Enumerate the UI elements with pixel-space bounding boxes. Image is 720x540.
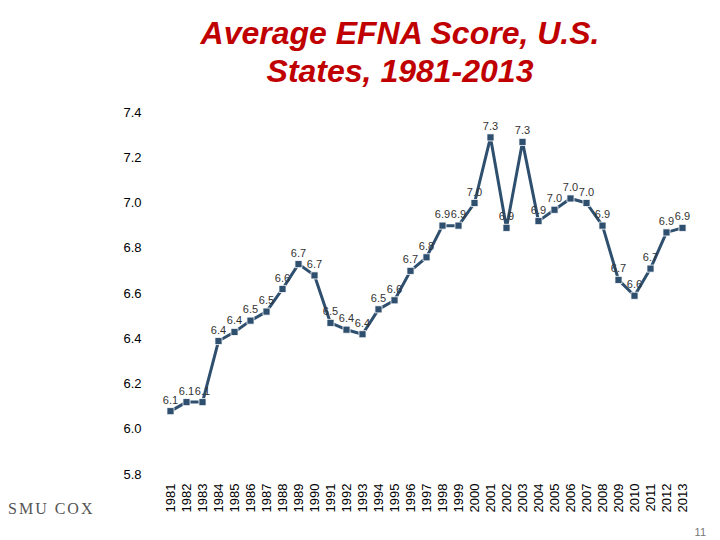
- svg-text:7.4: 7.4: [123, 105, 141, 120]
- svg-text:7.0: 7.0: [547, 192, 562, 204]
- svg-text:6.9: 6.9: [531, 204, 546, 216]
- svg-text:6.1: 6.1: [163, 394, 178, 406]
- svg-text:1996: 1996: [403, 484, 418, 513]
- svg-text:6.1: 6.1: [195, 385, 210, 397]
- svg-text:6.2: 6.2: [123, 376, 141, 391]
- svg-text:6.5: 6.5: [259, 294, 274, 306]
- svg-text:6.7: 6.7: [403, 253, 418, 265]
- svg-text:6.5: 6.5: [243, 303, 258, 315]
- html-text:11: 11: [694, 526, 706, 538]
- svg-text:1989: 1989: [291, 484, 306, 513]
- svg-text:1992: 1992: [339, 484, 354, 513]
- svg-text:2003: 2003: [515, 484, 530, 513]
- svg-text:2008: 2008: [595, 484, 610, 513]
- html-text:SMU COX: SMU COX: [8, 500, 95, 517]
- svg-text:1983: 1983: [195, 484, 210, 513]
- svg-text:6.4: 6.4: [227, 314, 242, 326]
- svg-text:6.4: 6.4: [123, 331, 141, 346]
- svg-text:6.9: 6.9: [435, 208, 450, 220]
- svg-text:7.0: 7.0: [579, 186, 594, 198]
- svg-text:6.8: 6.8: [419, 240, 434, 252]
- svg-text:1981: 1981: [163, 484, 178, 513]
- svg-text:1986: 1986: [243, 484, 258, 513]
- svg-text:6.7: 6.7: [291, 247, 306, 259]
- svg-text:6.7: 6.7: [307, 258, 322, 270]
- svg-text:7.3: 7.3: [515, 124, 530, 136]
- svg-text:1988: 1988: [275, 484, 290, 513]
- svg-text:1995: 1995: [387, 484, 402, 513]
- svg-text:2009: 2009: [611, 484, 626, 513]
- svg-text:6.6: 6.6: [123, 286, 141, 301]
- svg-text:5.8: 5.8: [123, 467, 141, 482]
- svg-text:1991: 1991: [323, 484, 338, 513]
- svg-text:2006: 2006: [563, 484, 578, 513]
- svg-text:6.4: 6.4: [339, 312, 354, 324]
- svg-text:7.3: 7.3: [483, 120, 498, 132]
- svg-text:1998: 1998: [435, 484, 450, 513]
- svg-text:1990: 1990: [307, 484, 322, 513]
- svg-text:7.2: 7.2: [123, 150, 141, 165]
- svg-text:6.4: 6.4: [211, 324, 226, 336]
- svg-text:2000: 2000: [467, 484, 482, 513]
- svg-text:7.0: 7.0: [467, 186, 482, 198]
- svg-text:7.0: 7.0: [123, 195, 141, 210]
- svg-text:2010: 2010: [627, 484, 642, 513]
- svg-text:2005: 2005: [547, 484, 562, 513]
- svg-text:6.9: 6.9: [499, 210, 514, 222]
- svg-text:1982: 1982: [179, 484, 194, 513]
- svg-text:1994: 1994: [371, 484, 386, 513]
- svg-text:1997: 1997: [419, 484, 434, 513]
- svg-text:1984: 1984: [211, 484, 226, 513]
- svg-text:6.5: 6.5: [371, 292, 386, 304]
- svg-text:2001: 2001: [483, 484, 498, 513]
- svg-text:1987: 1987: [259, 484, 274, 513]
- svg-text:6.6: 6.6: [387, 283, 402, 295]
- svg-text:1985: 1985: [227, 484, 242, 513]
- svg-text:2007: 2007: [579, 484, 594, 513]
- svg-text:6.0: 6.0: [123, 421, 141, 436]
- svg-text:2002: 2002: [499, 484, 514, 513]
- svg-text:6.9: 6.9: [659, 215, 674, 227]
- svg-text:6.1: 6.1: [179, 385, 194, 397]
- svg-text:6.6: 6.6: [627, 278, 642, 290]
- svg-text:6.5: 6.5: [323, 305, 338, 317]
- svg-text:6.9: 6.9: [595, 208, 610, 220]
- svg-text:2012: 2012: [659, 484, 674, 513]
- svg-text:2011: 2011: [643, 484, 658, 512]
- html-text:Average EFNA Score, U.S. State: Average EFNA Score, U.S. States, 1981-20…: [200, 15, 600, 89]
- svg-text:1999: 1999: [451, 484, 466, 513]
- svg-text:6.9: 6.9: [451, 208, 466, 220]
- svg-text:6.9: 6.9: [675, 210, 690, 222]
- svg-text:2013: 2013: [675, 484, 690, 513]
- svg-text:6.8: 6.8: [123, 240, 141, 255]
- svg-text:6.7: 6.7: [611, 262, 626, 274]
- svg-text:7.0: 7.0: [563, 181, 578, 193]
- svg-text:6.4: 6.4: [355, 317, 370, 329]
- svg-text:2004: 2004: [531, 484, 546, 513]
- svg-text:6.7: 6.7: [643, 251, 658, 263]
- svg-text:6.6: 6.6: [275, 271, 290, 283]
- svg-text:1993: 1993: [355, 484, 370, 513]
